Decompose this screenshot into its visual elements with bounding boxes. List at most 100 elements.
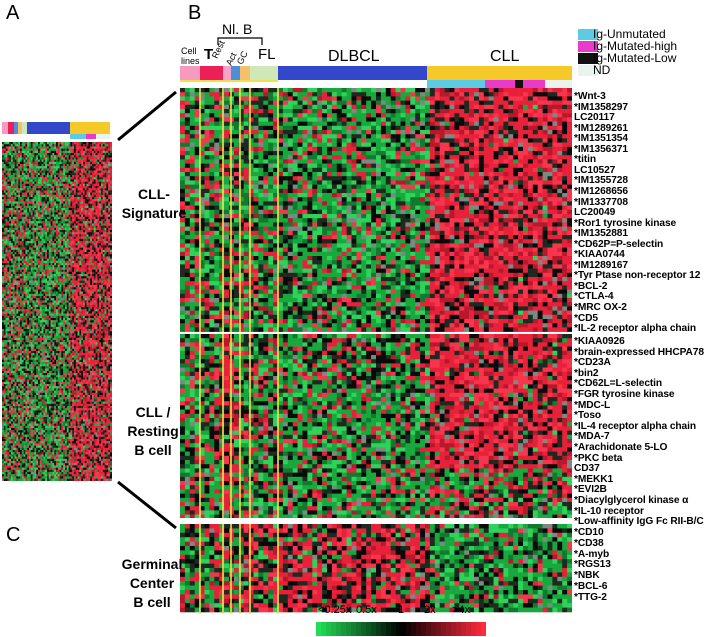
thumb-cell	[27, 188, 30, 191]
thumb-cell	[57, 236, 60, 239]
thumb-cell	[32, 417, 35, 420]
thumb-cell	[16, 168, 19, 171]
thumb-cell	[50, 212, 53, 215]
thumb-cell	[50, 155, 53, 158]
thumb-cell	[25, 419, 28, 422]
thumb-cell	[57, 287, 60, 290]
thumb-cell	[12, 245, 15, 248]
thumb-cell	[36, 155, 39, 158]
thumb-cell	[14, 362, 17, 365]
thumb-cell	[23, 245, 26, 248]
thumb-cell	[43, 366, 46, 369]
thumb-cell	[59, 267, 62, 270]
thumb-cell	[5, 153, 8, 156]
thumb-cell	[56, 355, 58, 358]
thumb-cell	[50, 194, 53, 198]
thumb-cell	[48, 194, 51, 198]
thumb-cell	[50, 186, 53, 189]
thumb-cell	[29, 170, 31, 173]
thumb-cell	[14, 287, 17, 290]
thumb-cell	[48, 300, 51, 303]
thumb-cell	[56, 201, 58, 204]
thumb-cell	[2, 430, 4, 433]
thumb-cell	[11, 210, 13, 213]
thumb-cell	[25, 406, 28, 409]
thumb-cell	[29, 168, 31, 171]
thumb-cell	[52, 285, 55, 288]
thumb-cell	[27, 245, 30, 248]
thumb-cell	[14, 478, 17, 481]
thumb-cell	[12, 436, 15, 440]
thumb-cell	[50, 403, 53, 407]
thumb-cell	[57, 384, 60, 387]
thumb-cell	[12, 150, 15, 154]
thumb-cell	[14, 359, 17, 363]
thumb-cell	[18, 326, 21, 330]
thumb-cell	[59, 238, 62, 242]
thumb-cell	[27, 469, 30, 473]
thumb-cell	[57, 256, 60, 259]
thumb-cell	[38, 274, 40, 277]
thumb-cell	[25, 282, 28, 286]
thumb-cell	[20, 247, 22, 250]
thumb-cell	[21, 478, 24, 481]
thumb-cell	[57, 212, 60, 215]
thumb-cell	[11, 205, 13, 209]
thumb-cell	[34, 335, 37, 338]
thumb-cell	[11, 353, 13, 356]
thumb-cell	[2, 201, 4, 204]
thumb-cell	[25, 260, 28, 264]
thumb-cell	[7, 386, 10, 389]
thumb-cell	[21, 333, 24, 336]
thumb-cell	[47, 263, 49, 266]
thumb-cell	[56, 181, 58, 184]
thumb-cell	[32, 291, 35, 294]
thumb-cell	[7, 392, 10, 396]
thumb-cell	[23, 386, 26, 389]
thumb-cell	[11, 373, 13, 376]
thumb-cell	[41, 324, 44, 327]
thumb-cell	[39, 399, 42, 402]
thumb-cell	[57, 443, 60, 446]
thumb-cell	[30, 263, 33, 266]
thumb-cell	[9, 265, 12, 268]
thumb-cell	[41, 197, 44, 200]
thumb-cell	[57, 146, 60, 149]
thumb-cell	[54, 377, 57, 380]
thumb-cell	[20, 421, 22, 424]
thumb-cell	[3, 311, 6, 314]
thumb-cell	[25, 443, 28, 446]
thumb-cell	[59, 186, 62, 189]
thumb-cell	[56, 298, 58, 301]
thumb-cell	[3, 375, 6, 378]
thumb-cell	[3, 412, 6, 415]
thumb-cell	[20, 166, 22, 169]
thumb-cell	[18, 430, 21, 433]
thumb-cell	[14, 307, 17, 310]
thumb-cell	[2, 188, 4, 191]
thumb-cell	[14, 232, 17, 235]
thumb-cell	[11, 333, 13, 336]
thumb-cell	[39, 304, 42, 308]
thumb-cell	[52, 436, 55, 440]
thumb-cell	[29, 421, 31, 424]
thumb-cell	[47, 188, 49, 191]
thumb-cell	[11, 370, 13, 374]
thumb-cell	[18, 212, 21, 215]
thumb-cell	[2, 337, 4, 341]
thumb-cell	[23, 447, 26, 451]
thumb-cell	[16, 269, 19, 272]
thumb-cell	[5, 344, 8, 347]
thumb-cell	[45, 344, 48, 347]
thumb-cell	[20, 161, 22, 165]
thumb-cell	[47, 252, 49, 255]
thumb-cell	[21, 199, 24, 202]
thumb-cell	[43, 234, 46, 237]
thumb-cell	[41, 148, 44, 151]
thumb-cell	[12, 271, 15, 275]
thumb-cell	[29, 441, 31, 444]
thumb-cell	[23, 267, 26, 270]
thumb-cell	[43, 150, 46, 154]
thumb-cell	[41, 377, 44, 380]
thumb-cell	[48, 421, 51, 424]
